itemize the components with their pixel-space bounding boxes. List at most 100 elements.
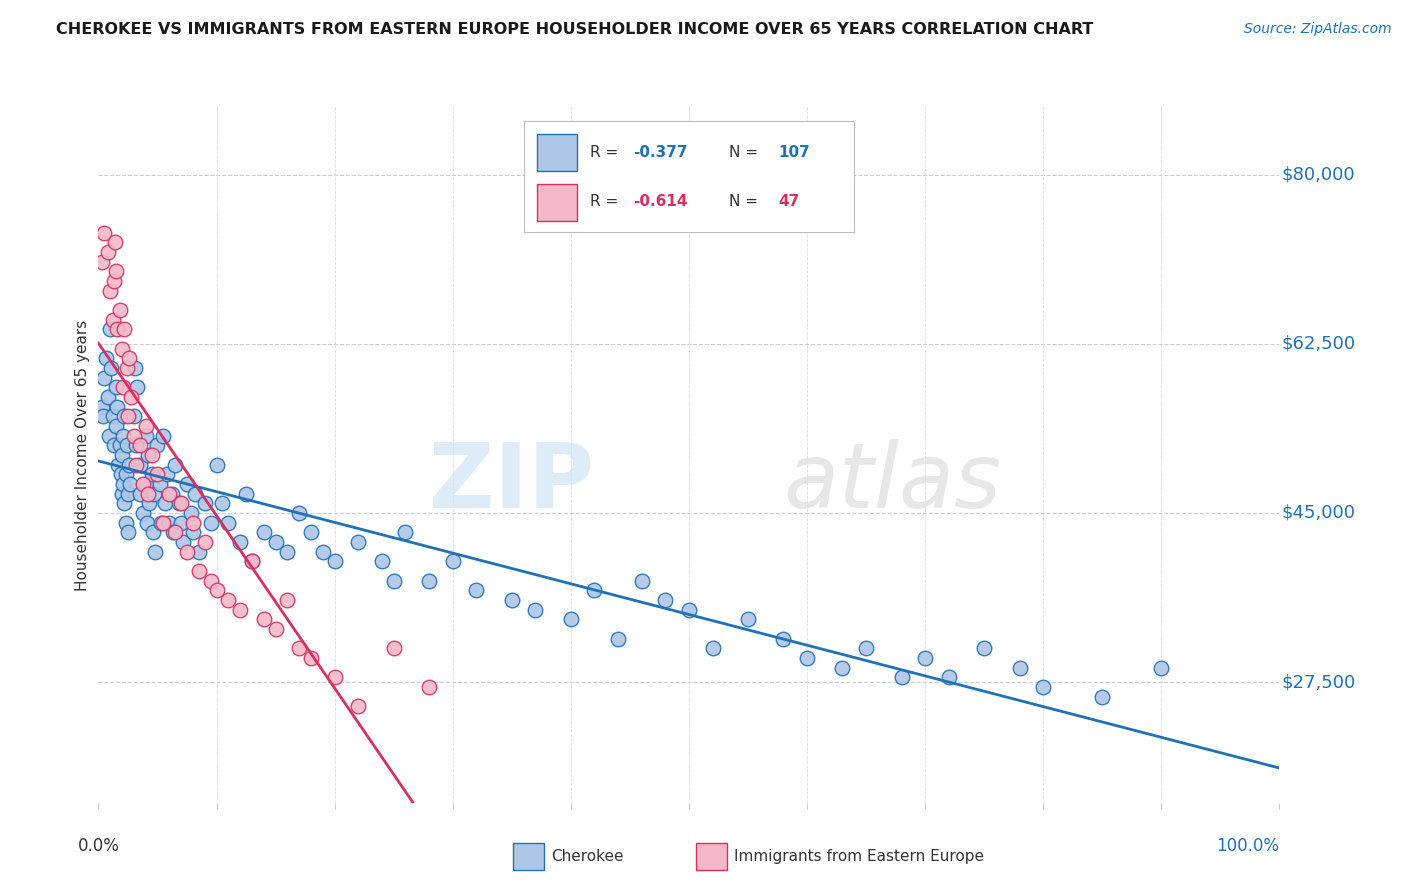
Point bbox=[180, 506, 202, 520]
Point bbox=[299, 525, 322, 540]
Text: Cherokee: Cherokee bbox=[551, 849, 624, 863]
Point bbox=[560, 612, 582, 626]
Point bbox=[97, 244, 120, 259]
Point bbox=[914, 651, 936, 665]
Point bbox=[128, 486, 150, 500]
Text: $80,000: $80,000 bbox=[1282, 166, 1355, 184]
Point bbox=[149, 476, 172, 491]
Point bbox=[167, 496, 190, 510]
Point bbox=[418, 680, 440, 694]
Point bbox=[125, 458, 148, 472]
Point bbox=[114, 516, 136, 530]
Point bbox=[382, 641, 405, 656]
Point bbox=[323, 554, 346, 568]
Point bbox=[205, 583, 228, 598]
Point bbox=[143, 544, 166, 558]
Point bbox=[153, 496, 176, 510]
Point bbox=[796, 651, 818, 665]
Point bbox=[200, 516, 222, 530]
Point bbox=[654, 592, 676, 607]
Point bbox=[678, 602, 700, 616]
Point bbox=[112, 409, 135, 424]
Point bbox=[111, 342, 134, 356]
Point bbox=[1150, 660, 1173, 674]
Point bbox=[160, 486, 183, 500]
Point bbox=[103, 438, 125, 452]
Text: $27,500: $27,500 bbox=[1282, 673, 1355, 691]
Point bbox=[441, 554, 464, 568]
Point bbox=[101, 409, 124, 424]
Point bbox=[132, 476, 155, 491]
Point bbox=[136, 448, 159, 462]
Text: CHEROKEE VS IMMIGRANTS FROM EASTERN EUROPE HOUSEHOLDER INCOME OVER 65 YEARS CORR: CHEROKEE VS IMMIGRANTS FROM EASTERN EURO… bbox=[56, 22, 1094, 37]
Point bbox=[111, 486, 134, 500]
Point bbox=[1032, 680, 1054, 694]
Point bbox=[264, 622, 287, 636]
Point bbox=[347, 535, 370, 549]
Point bbox=[240, 554, 263, 568]
Point bbox=[112, 476, 135, 491]
Point bbox=[157, 516, 180, 530]
Point bbox=[98, 284, 121, 298]
Point bbox=[118, 351, 141, 366]
Point bbox=[122, 428, 145, 442]
Point bbox=[501, 592, 523, 607]
Point bbox=[235, 486, 257, 500]
Point bbox=[138, 496, 160, 510]
Point bbox=[98, 428, 121, 442]
Point bbox=[150, 516, 173, 530]
Point bbox=[229, 535, 252, 549]
Point bbox=[135, 476, 157, 491]
Point bbox=[253, 525, 276, 540]
Point bbox=[146, 438, 169, 452]
Point bbox=[117, 486, 139, 500]
Point bbox=[104, 235, 127, 250]
Point bbox=[217, 592, 239, 607]
Point bbox=[121, 390, 143, 404]
Point bbox=[205, 458, 228, 472]
Point bbox=[181, 516, 204, 530]
Point bbox=[107, 458, 129, 472]
Text: 100.0%: 100.0% bbox=[1216, 837, 1279, 855]
Point bbox=[135, 428, 157, 442]
Text: Immigrants from Eastern Europe: Immigrants from Eastern Europe bbox=[734, 849, 984, 863]
Point bbox=[94, 351, 117, 366]
Point bbox=[124, 361, 146, 376]
Point bbox=[112, 496, 135, 510]
Point bbox=[100, 361, 122, 376]
Point bbox=[112, 428, 135, 442]
Point bbox=[142, 525, 165, 540]
Point bbox=[264, 535, 287, 549]
Point bbox=[115, 361, 138, 376]
Point bbox=[607, 632, 630, 646]
Point bbox=[146, 467, 169, 482]
Point bbox=[194, 496, 217, 510]
Point bbox=[114, 467, 136, 482]
Point bbox=[240, 554, 263, 568]
Point bbox=[108, 438, 131, 452]
Point bbox=[108, 303, 131, 318]
Point bbox=[253, 612, 276, 626]
Point bbox=[105, 400, 128, 414]
Point bbox=[583, 583, 606, 598]
Point bbox=[181, 525, 204, 540]
Point bbox=[394, 525, 416, 540]
Point bbox=[103, 274, 125, 288]
Point bbox=[127, 380, 149, 394]
Point bbox=[170, 516, 193, 530]
Point bbox=[288, 506, 311, 520]
Point bbox=[110, 467, 132, 482]
Point bbox=[115, 438, 138, 452]
Point bbox=[172, 535, 194, 549]
Point bbox=[831, 660, 853, 674]
Point bbox=[105, 322, 128, 336]
Point bbox=[200, 574, 222, 588]
Point bbox=[938, 670, 960, 684]
Point bbox=[105, 380, 128, 394]
Point bbox=[194, 535, 217, 549]
Text: ZIP: ZIP bbox=[429, 439, 595, 527]
Point bbox=[165, 525, 187, 540]
Point bbox=[135, 419, 157, 434]
Point bbox=[187, 564, 209, 578]
Point bbox=[890, 670, 912, 684]
